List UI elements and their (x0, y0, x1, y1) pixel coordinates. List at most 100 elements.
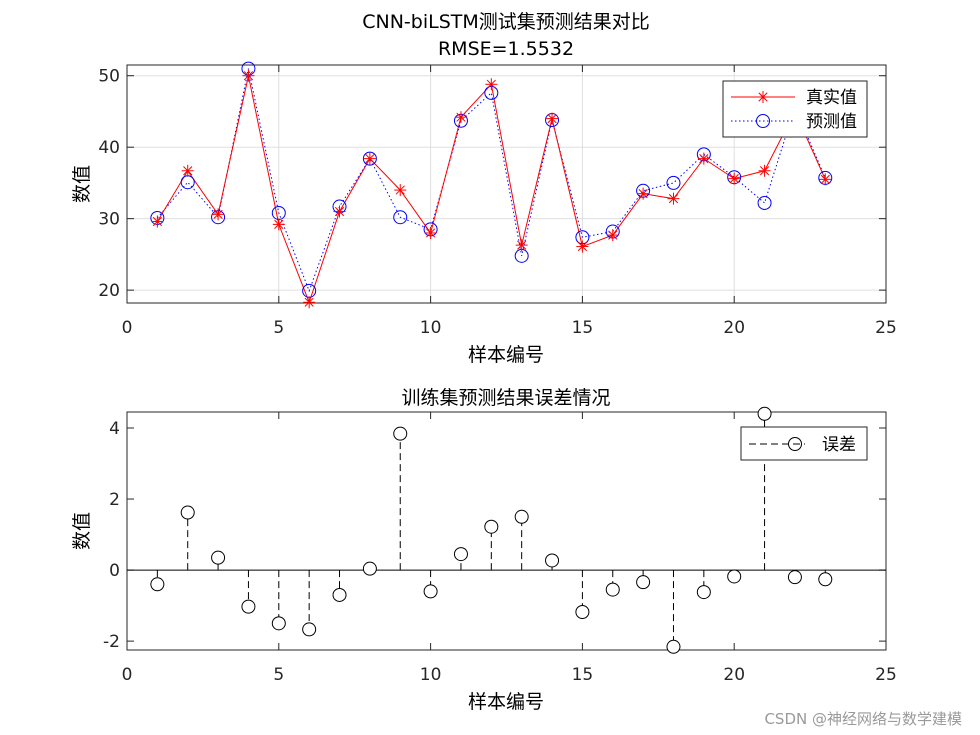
error-point-19 (696, 585, 711, 600)
top-y-tick-label-0: 20 (98, 281, 120, 301)
error-point-16 (605, 582, 620, 597)
bottom-plot-frame (126, 411, 887, 651)
true-point-3 (212, 208, 225, 221)
error-point-14 (545, 553, 560, 568)
true-point-7 (333, 205, 346, 218)
error-point-10 (423, 584, 438, 599)
true-point-14 (546, 112, 559, 125)
error-point-20 (727, 569, 742, 584)
error-point-1 (150, 577, 165, 592)
bottom-x-tick-label-1: 5 (273, 665, 284, 685)
error-point-22 (787, 570, 802, 585)
top-y-tick-labels: 20 30 40 50 (98, 67, 120, 301)
true-point-2 (181, 164, 194, 177)
bottom-y-tick-label-3: 4 (109, 419, 120, 439)
top-x-tick-labels: 0 5 10 15 20 25 (122, 318, 897, 338)
error-point-7 (332, 587, 347, 602)
error-point-8 (362, 561, 377, 576)
error-point-6 (302, 622, 317, 637)
true-point-5 (272, 218, 285, 231)
top-chart-title: CNN-biLSTM测试集预测结果对比 (362, 11, 650, 33)
bottom-x-tick-label-4: 20 (723, 665, 745, 685)
error-point-12 (484, 519, 499, 534)
true-point-9 (394, 184, 407, 197)
bottom-x-tick-labels: 0 5 10 15 20 25 (122, 665, 897, 685)
error-point-21 (757, 406, 772, 421)
bottom-y-tick-label-1: 0 (109, 561, 120, 581)
true-point-18 (667, 192, 680, 205)
legend-label-true: 真实值 (806, 88, 857, 108)
legend-marker-true-asterisk (757, 91, 769, 103)
true-point-13 (515, 239, 528, 252)
true-point-23 (819, 173, 832, 186)
pred-point-8 (362, 151, 377, 166)
top-x-tick-label-5: 25 (875, 318, 897, 338)
bottom-x-tick-label-5: 25 (875, 665, 897, 685)
true-point-6 (303, 296, 316, 309)
bottom-x-tick-label-0: 0 (122, 665, 133, 685)
bottom-x-axis-label: 样本编号 (468, 691, 544, 713)
true-point-10 (424, 226, 437, 239)
true-point-19 (697, 152, 710, 165)
bottom-y-tick-label-0: -2 (103, 632, 120, 652)
true-point-21 (758, 164, 771, 177)
top-x-tick-label-4: 20 (723, 318, 745, 338)
top-grid (126, 65, 887, 303)
top-x-tick-label-0: 0 (122, 318, 133, 338)
true-point-15 (576, 240, 589, 253)
true-point-4 (242, 69, 255, 82)
top-legend: 真实值 预测值 (722, 80, 868, 138)
error-point-23 (818, 572, 833, 587)
bottom-series-group (150, 406, 833, 654)
error-point-9 (393, 426, 408, 441)
error-point-13 (514, 509, 529, 524)
bottom-chart-title: 训练集预测结果误差情况 (401, 387, 610, 409)
bottom-legend: 误差 (740, 426, 868, 461)
top-x-axis-label: 样本编号 (468, 344, 544, 366)
top-plot-frame (126, 64, 887, 304)
bottom-x-tick-label-2: 10 (420, 665, 442, 685)
top-y-axis-label: 数值 (71, 165, 93, 203)
error-point-18 (666, 639, 681, 654)
pred-point-9 (393, 210, 408, 225)
bottom-y-tick-label-2: 2 (109, 490, 120, 510)
bottom-x-tick-label-3: 15 (572, 665, 594, 685)
legend-marker-error-circle (788, 437, 802, 451)
error-point-11 (453, 547, 468, 562)
series-pred-line (156, 68, 826, 293)
true-point-11 (454, 111, 467, 124)
top-y-tick-label-3: 50 (98, 67, 120, 87)
true-point-1 (151, 215, 164, 228)
error-point-2 (180, 505, 195, 520)
error-point-17 (636, 575, 651, 590)
top-chart-subtitle: RMSE=1.5532 (438, 38, 574, 60)
error-point-4 (241, 599, 256, 614)
top-y-tick-label-2: 40 (98, 138, 120, 158)
true-point-16 (606, 229, 619, 242)
top-x-tick-label-1: 5 (273, 318, 284, 338)
top-series-group (150, 61, 833, 309)
top-x-tick-label-3: 15 (572, 318, 594, 338)
pred-point-18 (666, 175, 681, 190)
true-point-8 (363, 152, 376, 165)
legend-marker-pred-circle (756, 114, 770, 128)
error-point-15 (575, 604, 590, 619)
top-y-tick-label-1: 30 (98, 210, 120, 230)
error-point-5 (271, 616, 286, 631)
bottom-y-axis-label: 数值 (71, 512, 93, 550)
true-point-17 (637, 187, 650, 200)
watermark-text: CSDN @神经网络与数学建模 (764, 710, 962, 728)
error-point-3 (211, 550, 226, 565)
true-point-20 (728, 172, 741, 185)
legend-asterisk-glyph (757, 91, 769, 103)
bottom-y-tick-labels: -2 0 2 4 (103, 419, 120, 652)
pred-point-21 (757, 195, 772, 210)
top-x-tick-label-2: 10 (420, 318, 442, 338)
legend-label-error: 误差 (822, 435, 856, 455)
legend-label-pred: 预测值 (806, 112, 857, 132)
true-point-12 (485, 78, 498, 91)
top-legend-box (722, 80, 868, 138)
